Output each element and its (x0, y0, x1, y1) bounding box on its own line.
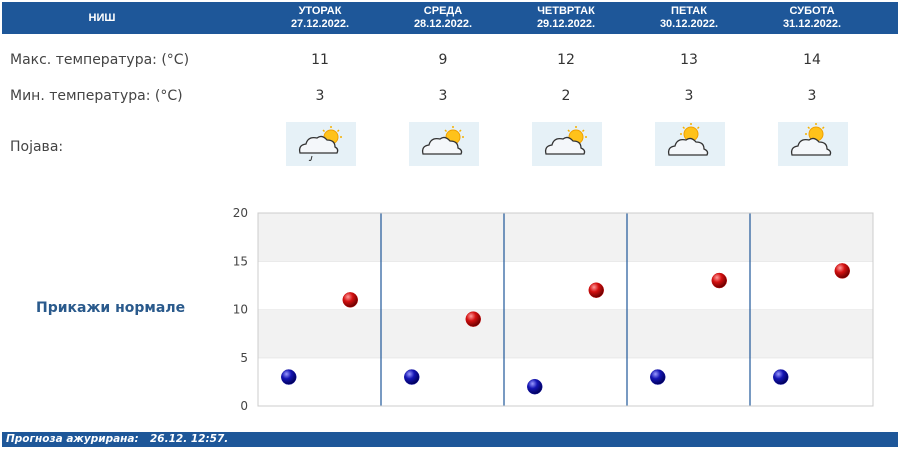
day-date: 28.12.2022. (413, 18, 473, 30)
min-temp-day-2: 3 (438, 88, 448, 104)
day-date: 29.12.2022. (536, 18, 596, 30)
y-tick-label: 15 (233, 254, 248, 268)
cloud-sun-icon (778, 122, 848, 166)
update-footer: Прогноза ажурирана: 26.12. 12:57. (2, 432, 898, 447)
max-temp-point (342, 292, 358, 308)
day-date: 30.12.2022. (659, 18, 719, 30)
day-header-4: ПЕТАК 30.12.2022. (641, 2, 737, 34)
chart-band (258, 357, 873, 406)
min-temp-day-1: 3 (315, 88, 325, 104)
max-temp-day-1: 11 (311, 52, 329, 68)
city-name: НИШ (88, 11, 116, 24)
max-temp-day-4: 13 (680, 52, 698, 68)
day-name: СУБОТА (789, 5, 835, 17)
temperature-chart: 0 5 10 15 20 (233, 206, 874, 413)
day-header-3: ЧЕТВРТАК 29.12.2022. (518, 2, 614, 34)
min-temp-day-4: 3 (684, 88, 694, 104)
min-temp-point (773, 369, 789, 385)
y-tick-label: 5 (240, 351, 248, 365)
day-header-2: СРЕДА 28.12.2022. (395, 2, 491, 34)
max-temp-day-5: 14 (803, 52, 821, 68)
cloud-sun-icon (409, 122, 479, 166)
day-header-1: УТОРАК 27.12.2022. (272, 2, 368, 34)
cloud-sun-icon (532, 122, 602, 166)
phenomenon-label: Појава: (10, 139, 64, 155)
min-temp-point (404, 369, 420, 385)
show-normals-button[interactable]: Прикажи нормале (36, 300, 186, 316)
day-name: УТОРАК (298, 5, 342, 17)
max-temp-point (465, 311, 481, 327)
chart-band (258, 213, 873, 262)
min-temp-label: Мин. температура: (°C) (10, 88, 183, 104)
y-tick-label: 0 (240, 399, 248, 413)
max-temp-point (834, 263, 850, 279)
day-name: СРЕДА (423, 5, 463, 17)
max-temp-day-3: 12 (557, 52, 575, 68)
cloud-sun-icon (655, 122, 725, 166)
day-date: 27.12.2022. (290, 18, 350, 30)
day-name: ЧЕТВРТАК (537, 5, 595, 17)
max-temp-day-2: 9 (438, 52, 448, 68)
min-temp-point (281, 369, 297, 385)
y-tick-label: 20 (233, 206, 248, 220)
max-temp-point (711, 272, 727, 289)
day-name: ПЕТАК (671, 5, 707, 17)
min-temp-point (527, 378, 543, 395)
max-temp-label: Макс. температура: (°C) (10, 52, 190, 68)
cloud-sun-drizzle-icon (286, 122, 356, 166)
min-temp-point (650, 369, 666, 385)
update-label: Прогноза ажурирана: (6, 433, 139, 445)
day-date: 31.12.2022. (782, 18, 842, 30)
max-temp-point (588, 282, 604, 298)
chart-band (258, 309, 873, 358)
update-time: 26.12. 12:57. (150, 433, 229, 445)
min-temp-day-3: 2 (561, 88, 571, 104)
forecast-header: НИШ УТОРАК 27.12.2022. СРЕДА 28.12.2022.… (2, 2, 898, 34)
y-tick-label: 10 (233, 303, 248, 317)
day-header-5: СУБОТА 31.12.2022. (764, 2, 860, 34)
min-temp-day-5: 3 (807, 88, 817, 104)
chart-band (258, 261, 873, 310)
